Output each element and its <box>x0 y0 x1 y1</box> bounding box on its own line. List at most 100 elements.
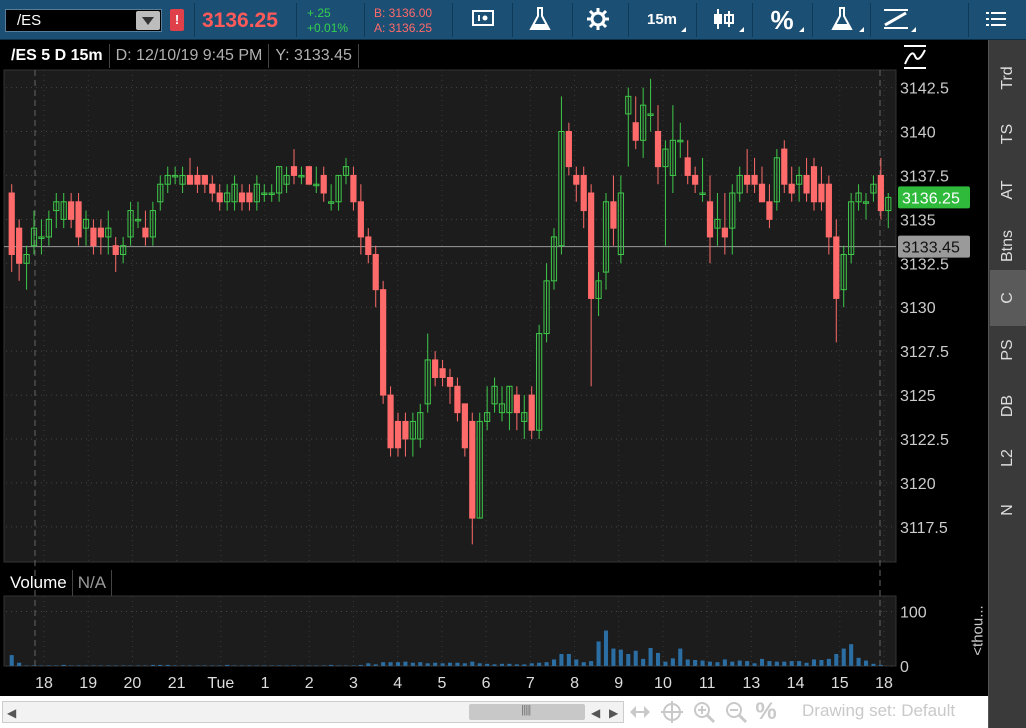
drawing-tools-icon[interactable] <box>874 6 918 34</box>
settings-gear-icon[interactable] <box>584 6 612 34</box>
symbol-selector[interactable]: /ES <box>5 9 162 32</box>
chart-symbol-label[interactable]: /ES 5 D 15m <box>5 44 110 68</box>
volume-bar <box>700 660 705 666</box>
tab-c[interactable]: C <box>990 270 1026 326</box>
candle-body <box>640 104 647 141</box>
scroll-left-step-icon[interactable]: ◀ <box>591 706 601 720</box>
candle-body <box>350 174 357 203</box>
zoom-expand-icon[interactable] <box>628 700 652 724</box>
candle-body <box>224 192 231 203</box>
candle-body <box>803 174 810 194</box>
volume-tick-label: 100 <box>900 604 927 621</box>
bid-value: B: 3136.00 <box>374 6 433 20</box>
volume-bar <box>180 665 185 666</box>
volume-label[interactable]: Volume <box>5 570 73 596</box>
candle-body <box>142 227 149 238</box>
candle-body <box>684 157 691 176</box>
scroll-left-arrow-icon[interactable]: ◀ <box>7 706 17 720</box>
tab-l2[interactable]: L2 <box>999 449 1016 467</box>
menu-icon[interactable] <box>978 6 1014 34</box>
x-tick-label: Tue <box>207 675 234 692</box>
volume-bar <box>329 664 334 666</box>
candle-body <box>75 201 82 238</box>
y-tick-label: 3117.5 <box>900 520 948 537</box>
scroll-right-arrow-icon[interactable]: ▶ <box>609 706 619 720</box>
candle-body <box>298 174 305 178</box>
volume-bar <box>514 664 519 666</box>
drawing-set-label[interactable]: Drawing set: Default <box>802 701 956 720</box>
y-tick-label: 3142.5 <box>900 81 949 98</box>
tab-ps[interactable]: PS <box>999 339 1016 361</box>
candle-body <box>53 201 60 212</box>
candle-body <box>179 174 186 185</box>
candle-body <box>276 166 283 194</box>
symbol-dropdown-button[interactable] <box>136 11 160 30</box>
zoom-out-icon[interactable] <box>724 700 748 724</box>
aggregation-selector[interactable]: 15m <box>636 6 688 34</box>
candle-body <box>758 183 766 203</box>
tab-btns[interactable]: Btns <box>999 230 1016 263</box>
candle-body <box>654 131 662 168</box>
volume-bar <box>603 630 609 666</box>
volume-bar <box>655 652 661 666</box>
horizontal-scrollbar[interactable]: ◀ ||||| ◀ ▶ <box>2 701 624 723</box>
percent-scale-icon[interactable]: % <box>755 698 777 725</box>
crosshair-icon[interactable] <box>660 700 684 724</box>
y-tick-label: 3125 <box>900 388 936 405</box>
strategy-flask-icon[interactable] <box>818 6 866 34</box>
volume-header: Volume N/A <box>5 570 113 596</box>
volume-bar <box>106 665 111 666</box>
candle-body <box>491 385 498 405</box>
volume-bar <box>388 662 393 666</box>
volume-bar <box>158 664 163 666</box>
scroll-thumb[interactable]: ||||| <box>469 704 585 720</box>
candle-body <box>194 174 201 185</box>
zoom-in-icon[interactable] <box>692 700 716 724</box>
volume-bar <box>804 662 809 666</box>
tab-trd[interactable]: Trd <box>999 66 1016 90</box>
volume-bar <box>544 662 549 666</box>
candle-body <box>862 201 870 204</box>
tab-n[interactable]: N <box>999 504 1016 516</box>
candle-body <box>231 183 238 203</box>
volume-bar <box>381 662 386 666</box>
volume-bar <box>715 662 720 666</box>
candle-style-icon[interactable] <box>702 6 746 34</box>
candle-body <box>290 166 298 176</box>
candle-body <box>751 174 758 185</box>
y-tick-label: 3120 <box>900 476 936 493</box>
candle-body <box>23 254 30 264</box>
percent-icon[interactable]: % <box>758 6 806 34</box>
price-chart[interactable]: 3142.531403137.531353132.531303127.53125… <box>0 40 988 696</box>
volume-bar <box>737 660 742 666</box>
tab-at[interactable]: AT <box>999 180 1016 200</box>
candle-body <box>766 201 773 220</box>
candle-body <box>744 174 751 185</box>
candle-body <box>164 174 171 185</box>
tab-db[interactable]: DB <box>999 394 1016 418</box>
ask-value: A: 3136.25 <box>374 21 433 35</box>
x-tick-label: 10 <box>654 675 672 692</box>
volume-bar <box>46 665 51 666</box>
candle-body <box>632 122 639 141</box>
candle-body <box>781 148 788 185</box>
chevron-down-icon <box>142 17 154 25</box>
volume-bar <box>499 663 505 666</box>
volume-bar <box>678 648 683 666</box>
tab-ts[interactable]: TS <box>999 123 1016 145</box>
candle-body <box>313 183 320 187</box>
message-icon[interactable] <box>466 6 500 34</box>
alert-badge-icon[interactable]: ! <box>170 9 184 31</box>
studies-flask-icon[interactable] <box>526 6 554 34</box>
volume-bar <box>841 648 846 666</box>
candle-body <box>588 192 595 299</box>
volume-bar <box>143 665 148 666</box>
volume-bar <box>61 664 66 666</box>
candle-body <box>82 218 90 229</box>
cursor-price-tag <box>898 235 970 258</box>
drawing-style-icon[interactable] <box>902 42 928 70</box>
candle-body <box>342 166 350 176</box>
volume-bar <box>767 661 772 666</box>
symbol-input[interactable]: /ES <box>17 12 42 29</box>
candle-body <box>68 201 75 220</box>
